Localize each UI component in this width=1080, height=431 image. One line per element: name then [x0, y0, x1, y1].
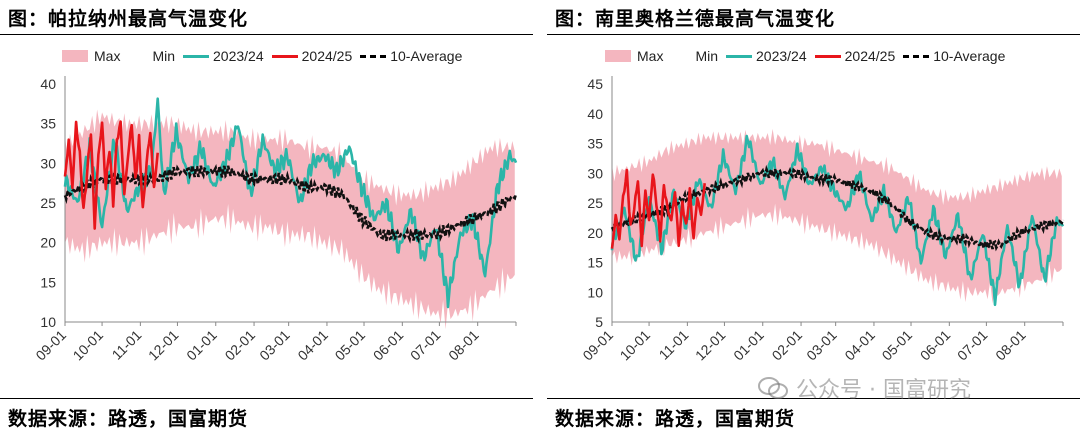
y-tick-label: 10 [40, 314, 56, 330]
y-tick-label: 10 [587, 284, 603, 300]
x-tick-label: 04-01 [841, 327, 878, 364]
chart-source: 数据来源：路透，国富期货 [8, 408, 249, 430]
y-tick-label: 45 [587, 76, 603, 92]
series-line-2024-25 [63, 120, 159, 230]
legend-item-max: Max [62, 48, 120, 64]
temperature-chart-rio-grande-do-sul: 5 10 15 20 25 30 35 40 45 09-01 10-01 11-01 12-01 01-… [579, 76, 1065, 364]
y-tick-label: 35 [40, 116, 56, 132]
x-tick-label: 12-01 [692, 327, 729, 364]
title-rule [0, 34, 533, 35]
x-tick-label: 12-01 [145, 327, 182, 364]
legend-swatch-max [605, 50, 631, 62]
y-tick-label: 25 [40, 195, 56, 211]
max-min-band [65, 109, 515, 330]
legend-item-max: Max [605, 48, 663, 64]
legend-item-min: Min [695, 48, 719, 64]
x-tick-label: 05-01 [879, 327, 916, 364]
legend-swatch-10-average [903, 54, 930, 58]
legend-item-min: Min [152, 48, 176, 64]
x-tick-label: 08-01 [445, 327, 482, 364]
x-tick-label: 10-01 [70, 327, 107, 364]
legend-swatch-max [62, 50, 88, 62]
watermark: 公众号 · 国富研究 [758, 372, 971, 404]
source-rule [0, 398, 533, 399]
x-tick-label: 08-01 [992, 327, 1029, 364]
y-tick-label: 15 [40, 274, 56, 290]
legend-item-2024-25: 2024/25 [271, 48, 352, 64]
x-tick-label: 06-01 [917, 327, 954, 364]
x-tick-label: 07-01 [407, 327, 444, 364]
legend-swatch-2024-25 [814, 54, 841, 58]
legend-swatch-10-average [360, 54, 387, 58]
chart-title: 图：帕拉纳州最高气温变化 [8, 8, 249, 30]
chart-title: 图：南里奥格兰德最高气温变化 [555, 8, 836, 30]
y-tick-label: 30 [587, 165, 603, 181]
chart-legend: Max Min 2023/24 2024/25 10-Average [605, 46, 1013, 66]
x-tick-label: 09-01 [32, 327, 69, 364]
title-rule [547, 34, 1080, 35]
legend-swatch-2024-25 [271, 54, 298, 58]
wechat-icon [758, 377, 788, 399]
y-tick-label: 30 [40, 155, 56, 171]
legend-item-10-average: 10-Average [903, 48, 1005, 64]
legend-item-10-average: 10-Average [360, 48, 462, 64]
x-tick-label: 06-01 [370, 327, 407, 364]
x-tick-label: 02-01 [769, 327, 806, 364]
x-tick-label: 02-01 [222, 327, 259, 364]
x-tick-label: 04-01 [294, 327, 331, 364]
x-tick-label: 03-01 [803, 327, 840, 364]
max-min-band [612, 128, 1062, 304]
legend-swatch-2023-24 [726, 54, 753, 58]
legend-swatch-2023-24 [183, 54, 210, 58]
series-line-2024-25 [610, 168, 706, 249]
chart-legend: Max Min 2023/24 2024/25 10-Average [62, 46, 470, 66]
y-tick-label: 25 [587, 195, 603, 211]
chart-source: 数据来源：路透，国富期货 [555, 408, 796, 430]
x-tick-label: 11-01 [656, 327, 692, 363]
series-line-10-average [610, 164, 1065, 253]
y-tick-label: 40 [40, 76, 56, 92]
legend-item-2024-25: 2024/25 [814, 48, 895, 64]
x-tick-label: 05-01 [332, 327, 369, 364]
y-tick-label: 35 [587, 136, 603, 152]
x-tick-label: 07-01 [954, 327, 991, 364]
chart-panel-left: 图：帕拉纳州最高气温变化 Max Min 2023/24 2024/25 10-… [0, 0, 533, 431]
x-tick-label: 03-01 [256, 327, 293, 364]
x-tick-label: 10-01 [617, 327, 654, 364]
source-rule [547, 398, 1080, 399]
chart-panel-right: 图：南里奥格兰德最高气温变化 Max Min 2023/24 2024/25 1… [547, 0, 1080, 431]
y-tick-label: 20 [40, 235, 56, 251]
y-tick-label: 20 [587, 225, 603, 241]
x-tick-label: 01-01 [183, 327, 220, 364]
x-tick-label: 09-01 [579, 327, 616, 364]
y-tick-label: 5 [595, 314, 603, 330]
x-tick-label: 11-01 [109, 327, 145, 363]
x-tick-label: 01-01 [730, 327, 767, 364]
legend-item-2023-24: 2023/24 [726, 48, 807, 64]
y-tick-label: 40 [587, 106, 603, 122]
legend-item-2023-24: 2023/24 [183, 48, 264, 64]
y-tick-label: 15 [587, 255, 603, 271]
